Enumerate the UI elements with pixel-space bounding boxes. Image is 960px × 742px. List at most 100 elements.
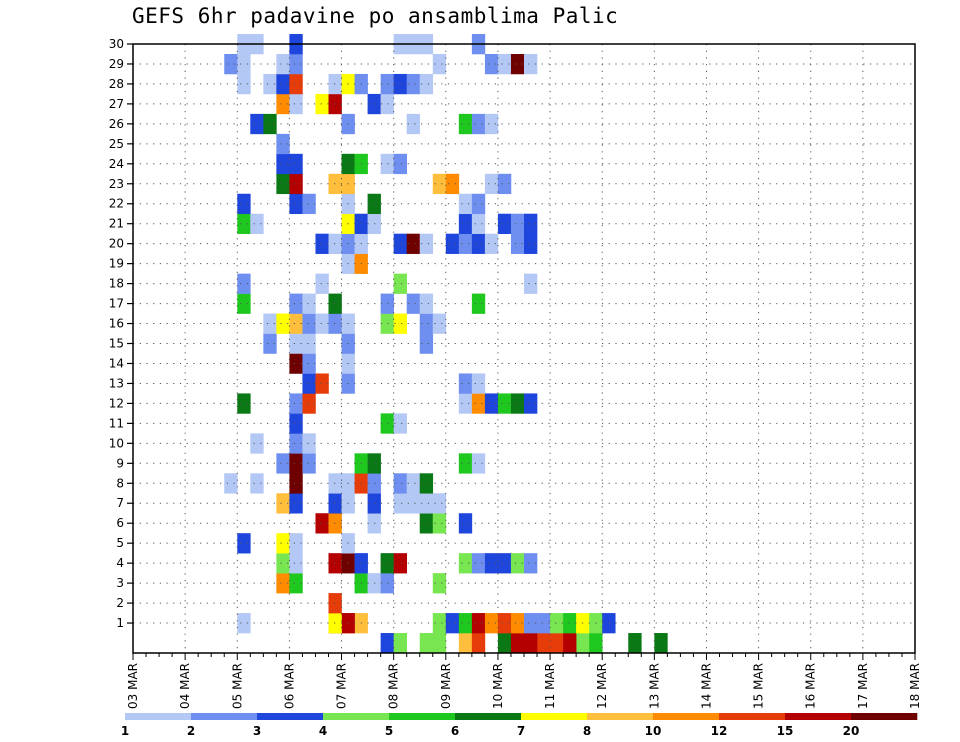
chart-title: GEFS 6hr padavine po ansamblima Palic: [132, 4, 619, 28]
legend-swatch: [851, 713, 918, 720]
heatmap-cell: [432, 493, 447, 514]
heatmap-cell: [510, 233, 525, 254]
heatmap-cell: [563, 613, 577, 634]
heatmap-cell: [419, 293, 434, 314]
legend-swatch: [455, 713, 522, 720]
x-tick-label: 14 MAR: [699, 663, 713, 709]
heatmap-cell: [302, 313, 316, 334]
heatmap-cell: [276, 73, 290, 95]
heatmap-cell: [276, 573, 290, 594]
color-legend: 1 2 3 4 5 6 7 8 10 12 15 20: [121, 713, 918, 738]
heatmap-cell: [524, 633, 538, 654]
heatmap-cell: [393, 553, 407, 574]
legend-swatch: [653, 713, 720, 720]
heatmap-cell: [458, 613, 473, 634]
heatmap-cell: [237, 293, 251, 314]
heatmap-cell: [576, 633, 590, 654]
heatmap-cell: [406, 73, 421, 95]
heatmap-cell: [524, 613, 538, 634]
x-tick-label: 08 MAR: [387, 663, 401, 709]
heatmap-cell: [524, 273, 538, 294]
x-tick-label: 15 MAR: [752, 663, 766, 709]
y-tick-label: 7: [116, 496, 124, 510]
heatmap-cell: [237, 533, 251, 554]
heatmap-cell: [550, 613, 564, 634]
heatmap-cell: [302, 333, 316, 354]
heatmap-cell: [445, 613, 460, 634]
heatmap-cell: [289, 413, 303, 434]
heatmap-cell: [302, 373, 316, 394]
heatmap-cell: [589, 633, 603, 654]
heatmap-cell: [458, 113, 473, 135]
heatmap-cell: [289, 153, 303, 175]
heatmap-cell: [510, 553, 525, 574]
heatmap-cell: [224, 473, 238, 494]
heatmap-cell: [393, 493, 407, 514]
y-tick-label: 21: [109, 217, 124, 231]
x-tick-label: 03 MAR: [126, 663, 140, 709]
heatmap-cell: [237, 53, 251, 75]
heatmap-cell: [393, 73, 407, 95]
heatmap-cell: [289, 553, 303, 574]
heatmap-cell: [654, 633, 668, 654]
x-tick-label: 18 MAR: [908, 663, 922, 709]
heatmap-cell: [445, 173, 460, 195]
heatmap-cell: [315, 513, 329, 534]
heatmap-cell: [393, 473, 407, 494]
legend-swatch: [587, 713, 654, 720]
y-tick-label: 13: [109, 376, 124, 390]
heatmap-cell: [471, 633, 486, 654]
heatmap-cell: [263, 73, 277, 95]
heatmap-cell: [497, 553, 512, 574]
y-tick-label: 26: [109, 117, 124, 131]
heatmap-cell: [276, 453, 290, 474]
x-tick-label: 17 MAR: [856, 663, 870, 709]
heatmap-cell: [406, 233, 421, 254]
heatmap-cell: [537, 633, 551, 654]
heatmap-cell: [458, 553, 473, 574]
legend-swatch: [521, 713, 588, 720]
heatmap-cell: [250, 433, 264, 454]
heatmap-cell: [419, 333, 434, 354]
heatmap-cell: [419, 633, 434, 654]
heatmap-cell: [432, 173, 447, 195]
heatmap-cell: [276, 533, 290, 554]
heatmap-cell: [406, 293, 421, 314]
heatmap-cell: [484, 53, 499, 75]
heatmap-cell: [563, 633, 577, 654]
legend-label: 20: [843, 724, 860, 738]
heatmap-cell: [289, 333, 303, 354]
heatmap-cell: [289, 73, 303, 95]
heatmap-cell: [315, 273, 329, 294]
heatmap-cell: [510, 53, 525, 75]
heatmap-cell: [419, 473, 434, 494]
heatmap-cell: [276, 153, 290, 175]
heatmap-cell: [524, 213, 538, 234]
heatmap-cell: [458, 453, 473, 474]
heatmap-cell: [484, 233, 499, 254]
legend-label: 10: [645, 724, 662, 738]
heatmap-cell: [224, 53, 238, 75]
y-tick-label: 27: [109, 97, 124, 111]
heatmap-cell: [276, 313, 290, 334]
y-tick-label: 3: [116, 576, 124, 590]
heatmap-cell: [406, 473, 421, 494]
heatmap-cell: [471, 553, 486, 574]
heatmap-cell: [263, 113, 277, 135]
heatmap-cell: [497, 173, 512, 195]
heatmap-cell: [302, 433, 316, 454]
heatmap-cell: [497, 213, 512, 234]
grid-lines: [133, 43, 915, 653]
y-tick-label: 30: [109, 37, 124, 51]
legend-swatch: [257, 713, 324, 720]
heatmap-cell: [524, 393, 538, 414]
heatmap-cell: [289, 353, 303, 374]
heatmap-cell: [393, 313, 407, 334]
heatmap-cell: [289, 473, 303, 494]
y-tick-label: 2: [116, 596, 124, 610]
legend-label: 12: [711, 724, 728, 738]
legend-label: 3: [253, 724, 261, 738]
y-tick-label: 10: [109, 436, 124, 450]
heatmap-cell: [289, 173, 303, 195]
